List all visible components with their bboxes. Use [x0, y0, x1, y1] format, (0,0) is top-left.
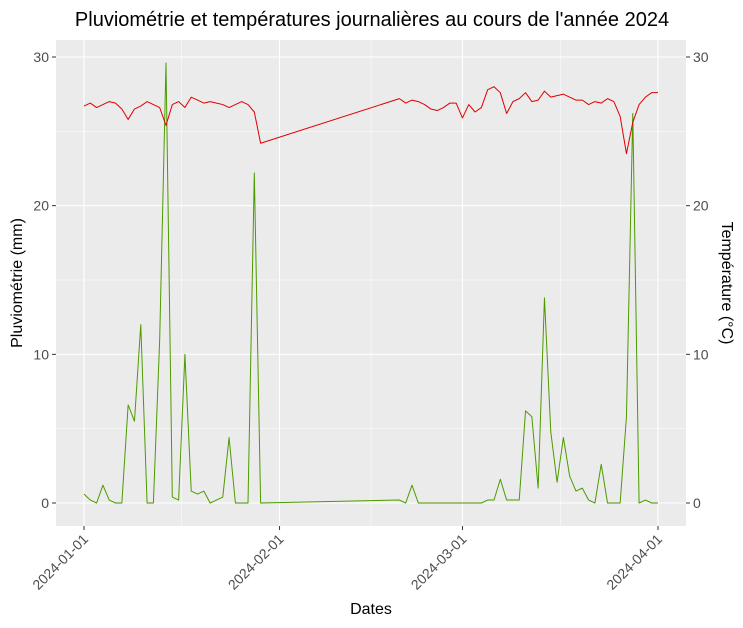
y-tick-label: 10: [33, 346, 49, 362]
rain-series-line: [83, 62, 658, 504]
y2-tick-label: 20: [693, 198, 709, 214]
y2-tick-label: 10: [693, 346, 709, 362]
temperature-series-line: [83, 86, 658, 155]
gridlines: [56, 40, 686, 526]
y-tick-label: 30: [33, 49, 49, 65]
y-tick-label: 20: [33, 198, 49, 214]
y-tick-label: 0: [41, 495, 49, 511]
y2-tick-label: 30: [693, 49, 709, 65]
y2-axis-title: Température (°C): [718, 222, 735, 345]
y2-tick-label: 0: [693, 495, 701, 511]
series-layer: [83, 62, 658, 504]
x-axis-title: Dates: [350, 601, 392, 618]
chart-title: Pluviométrie et températures journalière…: [75, 9, 669, 31]
y-axis-title: Pluviométrie (mm): [9, 218, 26, 348]
